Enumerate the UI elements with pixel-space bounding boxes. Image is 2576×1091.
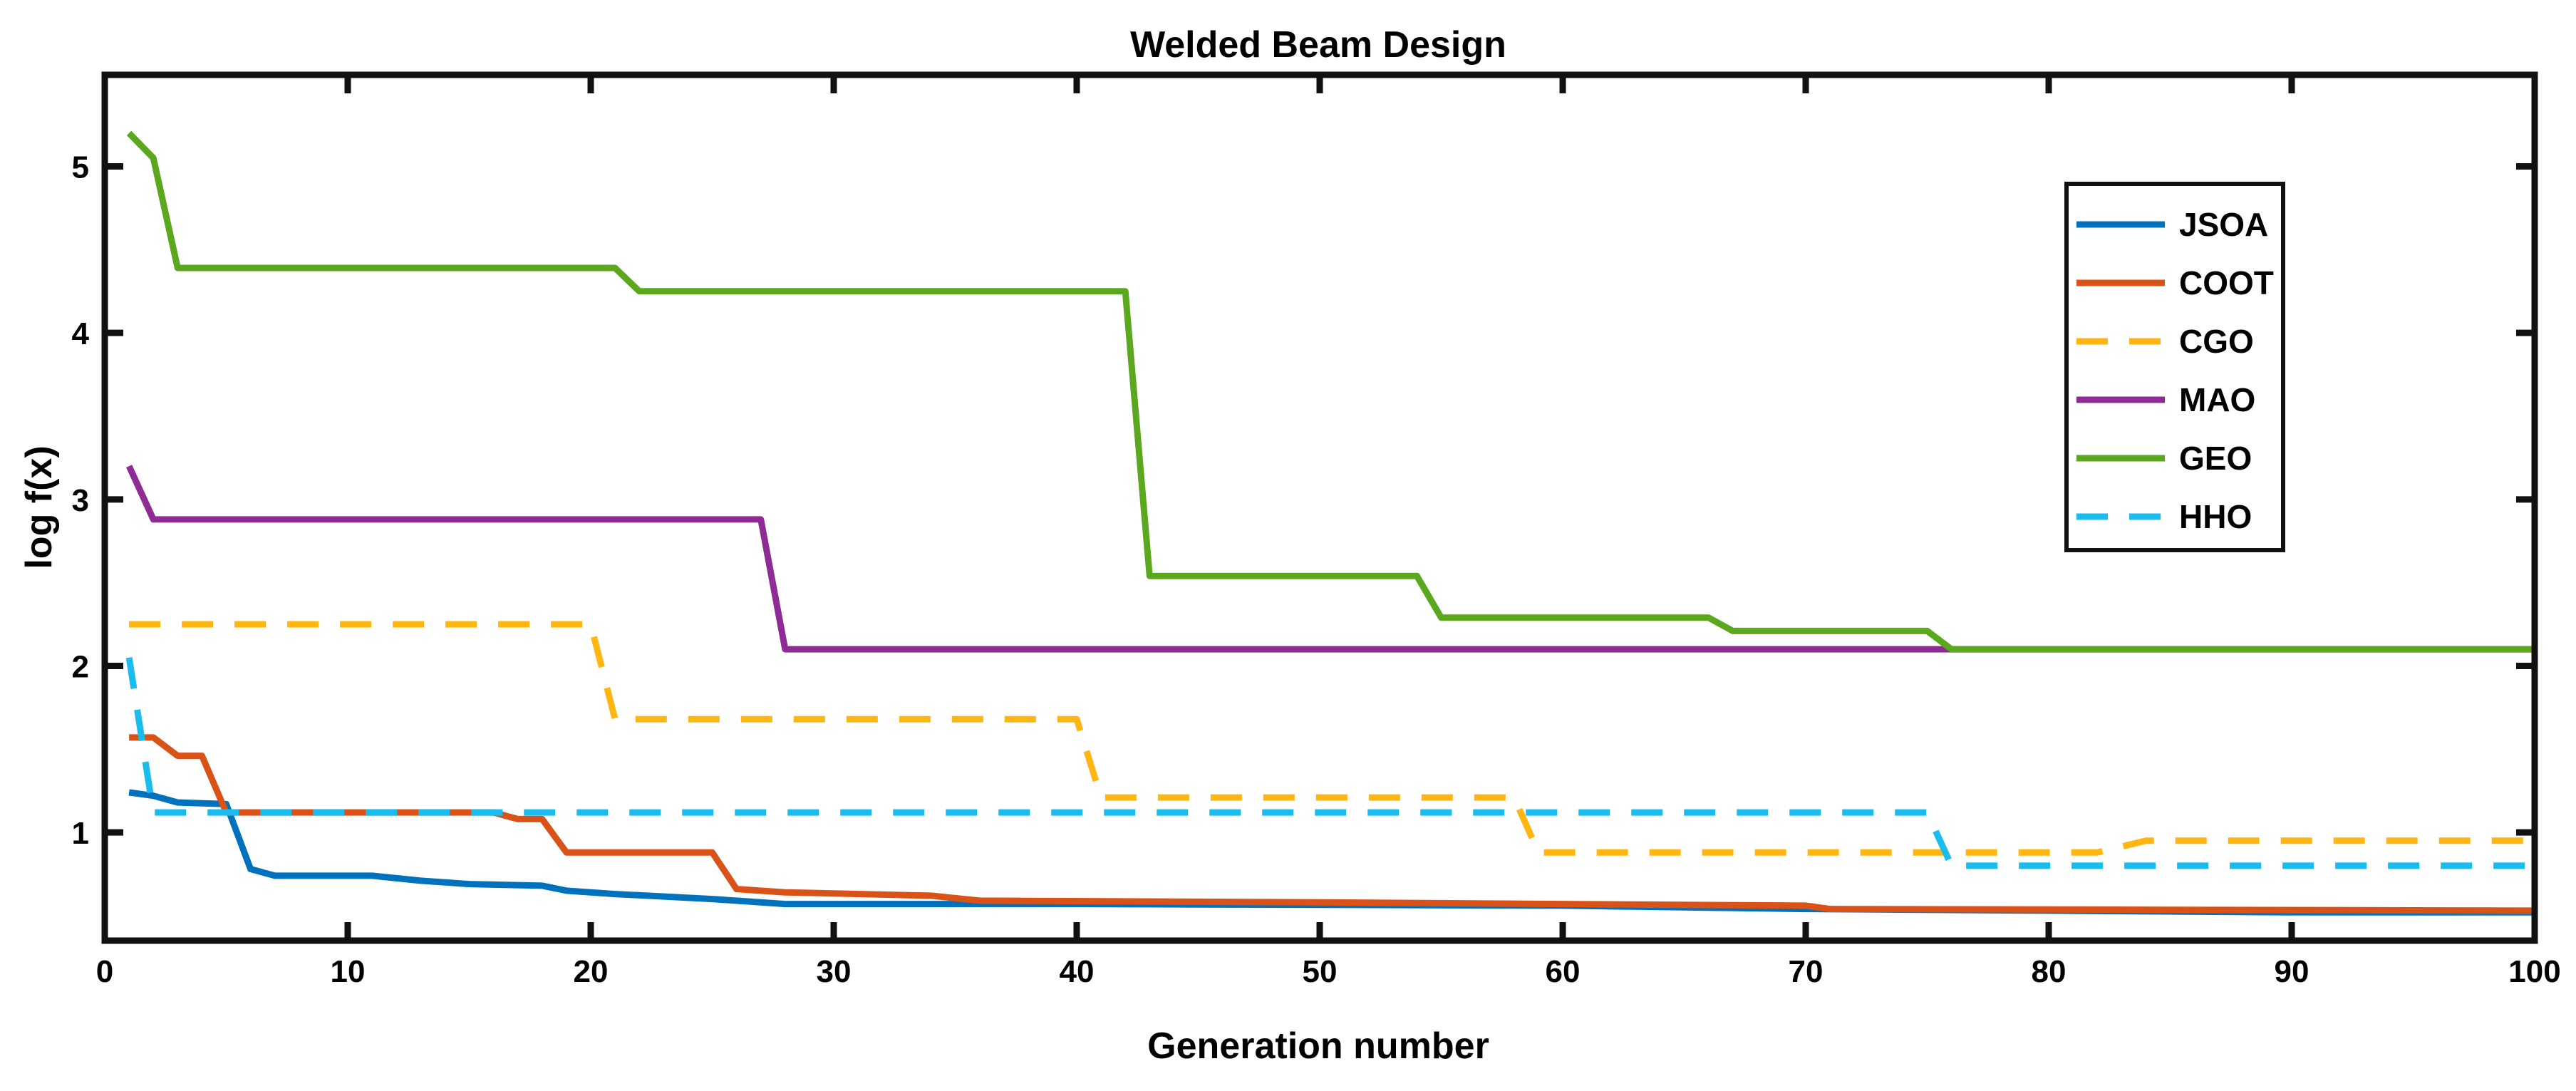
x-tick-label: 50 [1303,954,1338,989]
legend-label-hho: HHO [2179,498,2252,535]
y-tick-label: 1 [72,816,89,851]
y-tick-label: 3 [72,483,89,518]
x-tick-label: 0 [96,954,113,989]
chart-title: Welded Beam Design [1130,24,1506,66]
legend-label-cgo: CGO [2179,323,2254,360]
x-tick-label: 10 [331,954,366,989]
x-tick-label: 20 [574,954,609,989]
x-tick-label: 30 [817,954,852,989]
y-tick-label: 2 [72,649,89,684]
legend: JSOA COOT CGO MAO GEO HHO [2064,182,2285,552]
y-axis-label: log f(x) [19,445,60,569]
legend-label-coot: COOT [2179,264,2274,301]
x-tick-label: 80 [2032,954,2067,989]
legend-label-geo: GEO [2179,440,2252,477]
x-tick-label: 60 [1546,954,1581,989]
axis-ticks: 0 10 20 30 40 50 60 70 80 90 100 1 2 3 4 5 [72,75,2561,989]
legend-label-jsoa: JSOA [2179,206,2268,243]
series-line-coot [129,734,2535,914]
x-tick-label: 100 [2508,954,2560,989]
series-line-hho [125,657,2535,869]
series-line-cgo [129,621,2535,856]
x-axis-label: Generation number [1147,1025,1489,1067]
series-line-geo [126,130,2535,653]
y-tick-label: 4 [72,316,90,351]
x-tick-label: 70 [1789,954,1824,989]
x-tick-label: 40 [1060,954,1095,989]
legend-box [2064,182,2285,552]
y-tick-label: 5 [72,150,89,185]
x-tick-label: 90 [2275,954,2309,989]
legend-label-mao: MAO [2179,381,2255,418]
